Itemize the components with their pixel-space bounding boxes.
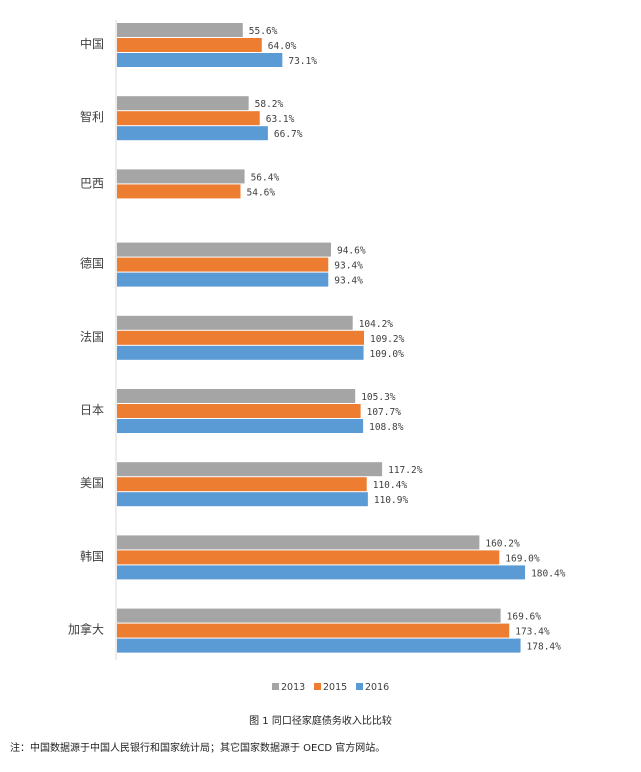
bar-2013 [117,96,249,111]
legend-label: 2016 [365,682,389,693]
bar-2013 [117,389,356,403]
bar-2016 [117,126,268,141]
data-label: 169.6% [507,612,542,623]
data-label: 64.0% [268,41,297,52]
data-label: 56.4% [251,172,280,183]
category-label: 巴西 [80,176,104,190]
legend-swatch-2013 [272,683,279,690]
figure-caption: 图 1 同口径家庭债务收入比比较 [249,716,392,727]
category-label: 美国 [80,476,104,490]
category-label: 中国 [80,36,104,51]
bar-2016 [117,419,364,433]
data-label: 169.0% [505,553,540,564]
data-label: 117.2% [388,465,423,476]
data-label: 110.4% [373,480,408,491]
data-label: 93.4% [334,276,363,287]
data-label: 108.8% [369,422,404,433]
legend-swatch-2016 [356,683,363,690]
data-label: 109.2% [370,334,405,345]
data-label: 104.2% [359,319,394,330]
bar-2015 [117,111,260,126]
bar-2013 [117,315,353,330]
bar-2013 [117,23,243,37]
bar-2013 [117,462,383,477]
bar-2013 [117,608,501,623]
bar-2013 [117,169,245,184]
bar-2016 [117,565,526,580]
data-label: 110.9% [374,495,409,506]
legend-label: 2013 [281,682,305,693]
bar-2015 [117,184,241,199]
data-label: 58.2% [255,99,284,110]
data-label: 160.2% [485,538,520,549]
legend: 2013 2015 2016 [272,682,389,693]
data-label: 107.7% [367,407,402,418]
data-label: 55.6% [249,26,278,37]
bar-2015 [117,477,367,492]
data-label: 173.4% [515,627,550,638]
data-label: 54.6% [247,187,276,198]
bar-2013 [117,535,480,550]
data-label: 178.4% [527,642,562,653]
data-label: 180.4% [531,568,566,579]
figure-note: 注：中国数据源于中国人民银行和国家统计局；其它国家数据源于 OECD 官方网站。 [10,743,386,754]
bar-2013 [117,242,331,257]
legend-swatch-2015 [314,683,321,690]
bar-2016 [117,53,283,67]
labels-layer: 中国 55.6% 64.0% 73.1% 智利 58.2% 63.1% 66.7% 巴西 56.4… [68,26,566,653]
bar-2015 [117,550,500,565]
legend-label: 2015 [323,682,347,693]
category-label: 韩国 [80,548,104,563]
data-label: 109.0% [370,349,405,360]
data-label: 94.6% [337,246,366,257]
bar-2015 [117,623,510,638]
data-label: 63.1% [266,114,295,125]
bar-2015 [117,404,361,418]
data-label: 93.4% [334,261,363,272]
bars-layer [117,23,526,653]
bar-2016 [117,492,368,507]
category-label: 日本 [80,403,104,417]
bar-2015 [117,257,329,272]
category-label: 德国 [80,256,104,271]
category-label: 智利 [80,109,104,124]
bar-2015 [117,38,262,52]
bar-2016 [117,272,329,287]
bar-2015 [117,330,365,345]
bar-2016 [117,345,364,360]
data-label: 105.3% [361,392,396,403]
category-label: 法国 [80,330,104,344]
bar-2016 [117,638,521,653]
data-label: 66.7% [274,129,303,140]
data-label: 73.1% [288,56,317,67]
category-label: 加拿大 [68,622,104,637]
